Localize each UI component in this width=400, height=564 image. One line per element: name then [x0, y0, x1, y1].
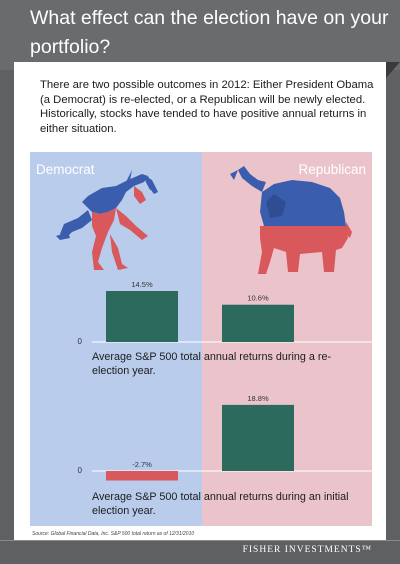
chart-1-label-republican: 10.6%: [247, 294, 269, 303]
chart-1-bar-republican: [222, 304, 294, 342]
chart-1-bar-democrat: [106, 291, 178, 342]
chart-2-label-republican: 18.8%: [247, 394, 269, 403]
chart-1-label-democrat: 14.5%: [131, 280, 153, 289]
source-note: Source: Global Financial Data, Inc. S&P …: [32, 531, 195, 537]
elephant-icon: [230, 166, 352, 274]
intro-text: There are two possible outcomes in 2012:…: [40, 79, 374, 135]
header-bar: [0, 0, 400, 70]
brand-logo: FISHER INVESTMENTS™: [242, 545, 372, 555]
democrat-label: Democrat: [36, 162, 95, 177]
page-title: What effect can the election have on you…: [30, 7, 389, 58]
chart-2-bar-republican: [222, 404, 294, 471]
chart-2-label-democrat: -2.7%: [132, 460, 152, 469]
returns-chart: 0 14.5% 10.6% 0 -2.7% 18.8%: [56, 166, 372, 481]
page-curl: [386, 62, 400, 78]
chart-1: 0 14.5% 10.6%: [78, 280, 372, 346]
chart-2-bar-democrat: [106, 471, 178, 481]
chart-2-zero-label: 0: [78, 466, 83, 475]
chart-1-caption: Average S&P 500 total annual returns dur…: [92, 351, 332, 377]
chart-2: 0 -2.7% 18.8%: [78, 394, 372, 481]
chart-1-zero-label: 0: [78, 337, 83, 346]
republican-label: Republican: [298, 162, 366, 177]
chart-2-caption: Average S&P 500 total annual returns dur…: [92, 491, 349, 517]
donkey-icon: [56, 170, 158, 270]
footer-divider: [0, 540, 400, 541]
